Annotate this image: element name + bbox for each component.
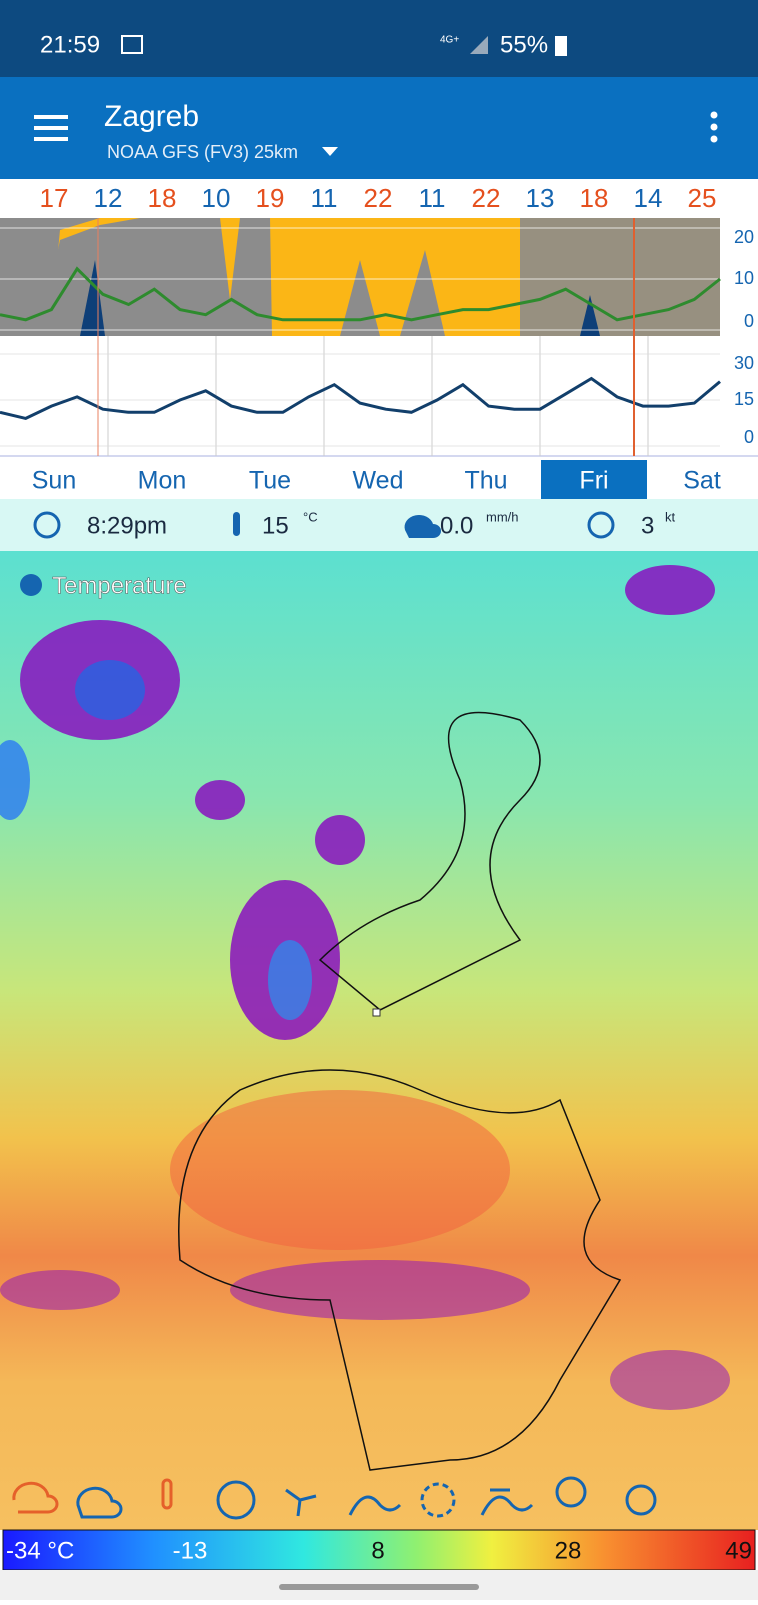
daily-temps-row (0, 179, 758, 218)
uv-layer-button[interactable] (625, 1484, 657, 1516)
scale-label: 28 (555, 1537, 582, 1564)
temperature-line (0, 376, 721, 420)
wind-icon (587, 511, 615, 539)
info-rain: 0.0 (440, 512, 473, 539)
home-indicator[interactable] (279, 1584, 479, 1590)
menu-button[interactable] (34, 115, 68, 141)
pollen-layer-button[interactable] (555, 1476, 587, 1508)
daily-temp: 17 (40, 183, 69, 213)
y-tick-label: 10 (734, 268, 754, 288)
y-tick-label: 0 (744, 427, 754, 447)
y-tick-label: 20 (734, 227, 754, 247)
daily-temp: 11 (311, 183, 338, 213)
daily-temp: 25 (688, 183, 717, 213)
model-selector[interactable]: NOAA GFS (FV3) 25km (107, 142, 298, 162)
layer-name: Temperature (52, 572, 187, 599)
scale-label: -13 (173, 1537, 208, 1564)
info-time: 8:29pm (87, 512, 167, 539)
selected-day-bg (541, 460, 647, 499)
location-marker (372, 1008, 381, 1017)
day-tab[interactable]: Mon (138, 467, 187, 495)
day-tab[interactable]: Fri (579, 467, 608, 495)
wind-layer-button[interactable] (285, 1488, 317, 1517)
location-title[interactable]: Zagreb (104, 100, 199, 133)
coastlines (178, 711, 622, 1471)
pressure-layer-button[interactable] (216, 1480, 256, 1520)
daily-temp: 18 (148, 183, 177, 213)
cloud-layer-button[interactable] (76, 1486, 123, 1519)
swell-layer-button[interactable] (480, 1488, 534, 1516)
day-tab[interactable]: Tue (249, 467, 291, 495)
rain-layer-button[interactable] (12, 1481, 59, 1514)
image-icon (121, 35, 143, 54)
scale-label: -34 °C (6, 1537, 74, 1564)
temperature-panel (0, 336, 758, 457)
daily-temp: 13 (526, 183, 555, 213)
scale-label: 49 (725, 1537, 752, 1564)
daily-temp: 11 (419, 183, 446, 213)
info-temperature: 15 (262, 512, 289, 539)
info-bar (0, 499, 758, 551)
clock: 21:59 (40, 31, 100, 58)
layer-icons (12, 1476, 657, 1520)
status-bar (0, 0, 758, 77)
color-scale (2, 1529, 756, 1571)
clock-icon (33, 511, 61, 539)
daily-temp: 18 (580, 183, 609, 213)
thermo-icon (233, 512, 240, 536)
day-tab[interactable]: Thu (464, 467, 507, 495)
info-temperature-unit: °C (303, 509, 318, 524)
wave-layer-button[interactable] (348, 1495, 402, 1516)
info-wind-unit: kt (665, 509, 676, 524)
cloud-cover (0, 218, 720, 336)
map-features (0, 565, 730, 1410)
network: 4G+ (440, 35, 459, 46)
daily-temp: 19 (256, 183, 285, 213)
day-tab[interactable]: Wed (353, 467, 404, 495)
info-wind: 3 (641, 512, 654, 539)
daily-temp: 22 (364, 183, 393, 213)
info-rain-unit: mm/h (486, 509, 519, 524)
precipitation (80, 260, 600, 336)
y-tick-label: 30 (734, 353, 754, 373)
daily-temp: 10 (202, 183, 231, 213)
battery-icon (555, 36, 567, 56)
gust-layer-button[interactable] (420, 1482, 456, 1518)
y-tick-label: 0 (744, 311, 754, 331)
daily-temp: 22 (472, 183, 501, 213)
temperature-layer-button[interactable] (161, 1478, 173, 1510)
wind-line (0, 266, 721, 322)
day-tab[interactable]: Sun (32, 467, 76, 495)
day-tab[interactable]: Sat (683, 467, 721, 495)
overflow-menu[interactable] (710, 111, 718, 143)
app-bar (0, 77, 758, 179)
signal-icon (470, 36, 488, 54)
daily-temp: 14 (634, 183, 663, 213)
rain-icon (404, 514, 441, 538)
noaa-logo (20, 574, 42, 596)
y-tick-label: 15 (734, 389, 754, 409)
dropdown-arrow[interactable] (322, 147, 338, 156)
scale-label: 8 (371, 1537, 384, 1564)
battery: 55% (500, 31, 548, 58)
daily-temp: 12 (94, 183, 123, 213)
